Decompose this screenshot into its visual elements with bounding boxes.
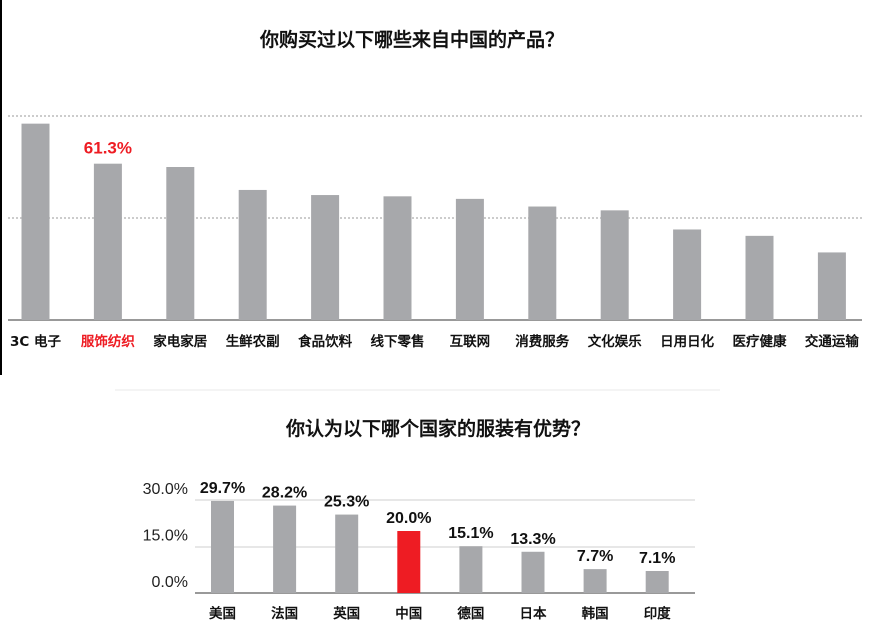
bottom-category-label: 英国 (332, 605, 360, 622)
top-category-label: 日用日化 (660, 333, 714, 350)
bottom-data-label: 7.1% (639, 550, 675, 567)
bottom-data-label: 25.3% (324, 494, 369, 511)
top-bar-2 (166, 167, 195, 320)
top-category-label: 互联网 (450, 334, 491, 350)
bottom-data-label: 28.2% (262, 485, 307, 502)
top-bar-3 (238, 189, 267, 320)
top-bar-11 (817, 252, 846, 320)
top-bar-0 (21, 123, 50, 321)
top-chart-title: 你购买过以下哪些来自中国的产品？ (259, 28, 564, 51)
bottom-y-tick-label: 30.0% (143, 481, 188, 498)
bottom-category-label: 德国 (457, 605, 484, 622)
bottom-bar-2 (335, 514, 359, 593)
top-category-label: 3C 电子 (10, 333, 62, 350)
top-bar-5 (383, 196, 412, 320)
bottom-bar-5 (521, 551, 545, 593)
top-category-label: 文化娱乐 (588, 333, 642, 350)
top-category-label: 家电家居 (153, 333, 207, 350)
top-bar-9 (673, 229, 702, 320)
bottom-category-label: 中国 (395, 605, 422, 622)
bottom-data-label: 13.3% (510, 531, 555, 548)
top-bar-4 (311, 195, 340, 320)
bottom-bar-3 (397, 531, 421, 593)
bottom-bar-6 (583, 569, 607, 593)
top-bar-8 (600, 210, 629, 320)
bottom-y-tick-label: 15.0% (143, 528, 188, 545)
bottom-bar-7 (645, 570, 669, 593)
top-category-label: 生鲜农副 (226, 333, 280, 350)
bottom-data-label: 20.0% (386, 510, 431, 527)
top-bar-7 (528, 206, 557, 320)
top-category-label: 服饰纺织 (81, 333, 135, 350)
top-data-label: 61.3% (84, 139, 132, 158)
bottom-category-label: 美国 (209, 605, 236, 622)
bottom-data-label: 29.7% (200, 480, 245, 497)
bottom-data-label: 7.7% (577, 548, 613, 565)
bottom-category-label: 印度 (644, 605, 671, 622)
bottom-category-label: 韩国 (582, 605, 609, 622)
top-bar-10 (745, 235, 774, 320)
bottom-category-label: 法国 (271, 605, 298, 622)
bottom-bar-1 (273, 505, 297, 593)
bottom-category-label: 日本 (520, 605, 548, 622)
bottom-bar-0 (211, 500, 234, 593)
top-category-label: 医疗健康 (733, 333, 787, 350)
top-chart: 你购买过以下哪些来自中国的产品？ 3C 电子 服饰纺织 家电家居 生鲜农副 食品饮料 线下… (8, 28, 862, 350)
bottom-chart: 你认为以下哪个国家的服装有优势？ 0.0% 15.0% 30.0% 29.7% 美国 28… (143, 417, 695, 622)
top-category-label: 线下零售 (371, 333, 425, 350)
bottom-chart-title: 你认为以下哪个国家的服装有优势？ (285, 417, 590, 440)
top-bar-6 (455, 198, 484, 320)
top-category-label: 交通运输 (805, 333, 859, 350)
bottom-data-label: 15.1% (448, 525, 493, 542)
top-category-label: 食品饮料 (298, 333, 352, 350)
top-category-label: 消费服务 (515, 333, 569, 350)
bottom-bar-4 (459, 546, 483, 593)
bottom-y-tick-label: 0.0% (152, 574, 188, 591)
top-bar-1 (93, 163, 122, 320)
